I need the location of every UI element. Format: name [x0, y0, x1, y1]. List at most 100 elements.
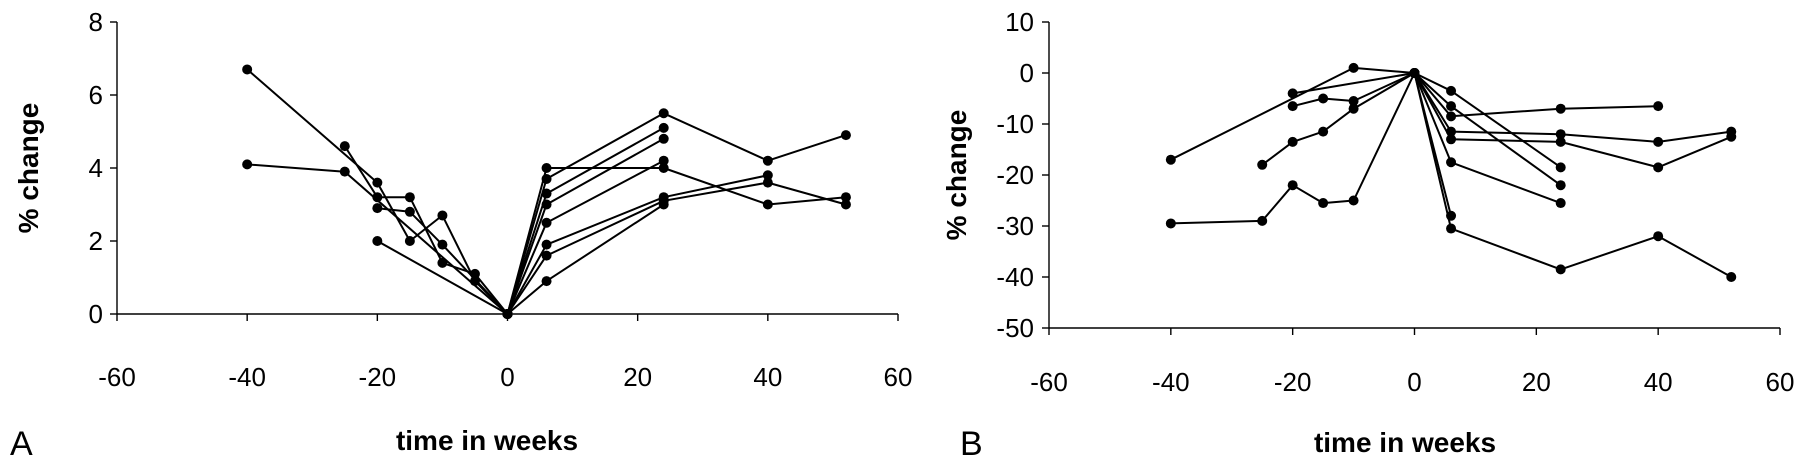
panel-b-series-6-point-2 [1555, 129, 1566, 140]
panel-b-xtick-label-5: 40 [1644, 367, 1673, 397]
panel-b-series-6-point-3 [1653, 136, 1664, 147]
panel-b-series-12-point-4 [1726, 272, 1737, 282]
panel-a-y-axis-title: % change [13, 103, 44, 234]
panel-b-series-7-point-4 [1726, 131, 1737, 142]
panel-a-series-5-point-2 [658, 108, 669, 119]
panel-a-series-11-point-2 [658, 199, 669, 210]
panel-a-label: A [10, 425, 33, 463]
panel-b-series-1-point-2 [1287, 180, 1298, 191]
panel-b-series-3-point-2 [1348, 96, 1359, 107]
panel-b-series-2-point-2 [1318, 126, 1329, 137]
panel-b-xtick-label-4: 20 [1522, 367, 1551, 397]
panel-a-ytick-label-0: 0 [89, 299, 103, 329]
panel-b-series-7-point-2 [1555, 136, 1566, 147]
panel-a-ytick-label-1: 2 [89, 226, 103, 256]
panel-a-xtick-label-5: 40 [753, 362, 782, 392]
panel-a-series-2-point-4 [469, 268, 480, 279]
panel-b-x-axis-title: time in weeks [1314, 427, 1496, 458]
panel-b-xtick-label-2: -20 [1274, 367, 1312, 397]
panel-a-ytick-label-4: 8 [89, 7, 103, 37]
panel-a-series-line-3 [377, 207, 509, 315]
panel-b-ytick-label-5: 0 [1020, 58, 1034, 88]
panel-b-ytick-label-3: -20 [996, 160, 1034, 190]
panel-b-series-12-point-0 [1409, 68, 1420, 78]
panel-a-series-0-point-0 [242, 159, 253, 170]
panel-b-series-12-point-3 [1653, 231, 1664, 242]
panel-b-series-1-point-3 [1318, 198, 1329, 209]
panel-b-series-4-point-0 [1287, 88, 1298, 99]
panel-b-series-7-point-3 [1653, 162, 1664, 173]
panel-a-series-3-point-2 [437, 239, 448, 250]
panel-a-xtick-label-3: 0 [500, 362, 514, 392]
panel-b-series-2-point-0 [1257, 159, 1268, 170]
panel-a-series-5-point-1 [541, 173, 552, 184]
panel-b-series-0-point-1 [1348, 62, 1359, 73]
panel-a-series-1-point-0 [242, 64, 253, 75]
panel-b-series-12-point-2 [1555, 264, 1566, 275]
panel-b-xtick-label-1: -40 [1152, 367, 1190, 397]
panel-a-series-6-point-2 [658, 122, 669, 133]
panel-b: -50 -40 -30 -20 -10 0 10 -60 -40 -20 0 20 40 60 time i… [941, 7, 1794, 463]
panel-a-series-1-point-1 [372, 177, 383, 188]
panel-b-series-9-point-1 [1446, 101, 1457, 112]
panel-a-series-6-point-1 [541, 188, 552, 199]
panel-b-series-5-point-2 [1555, 103, 1566, 114]
panel-a-ytick-label-2: 4 [89, 153, 103, 183]
panel-b-series-5-point-1 [1446, 111, 1457, 122]
panel-a-xtick-label-6: 60 [884, 362, 913, 392]
panel-b-series-line-3 [1292, 72, 1415, 108]
panel-a-x-axis-title: time in weeks [396, 425, 578, 456]
panel-b-xtick-label-6: 60 [1766, 367, 1795, 397]
panel-a-series-line-9 [506, 174, 769, 315]
panel-a-ytick-label-3: 6 [89, 80, 103, 110]
panel-b-series-2-point-1 [1287, 136, 1298, 147]
panel-a-series-3-point-0 [372, 203, 383, 214]
panel-a-series-10-point-4 [840, 199, 851, 210]
panel-a-series-5-point-3 [762, 155, 773, 166]
panel-a-series-0-point-6 [840, 192, 851, 203]
panel-a-xtick-label-4: 20 [623, 362, 652, 392]
panel-a-series-line-4 [376, 240, 508, 315]
panel-a-series-1-point-3 [437, 210, 448, 221]
panel-a-series-7-point-2 [658, 133, 669, 144]
panel-b-series-line-1 [1170, 72, 1416, 225]
panel-b-series-7-point-1 [1446, 134, 1457, 145]
panel-b-series-3-point-0 [1287, 101, 1298, 112]
panel-b-series-3-point-1 [1318, 93, 1329, 104]
panel-a-series-11-point-1 [541, 276, 552, 287]
panel-b-series-12-point-1 [1446, 223, 1457, 234]
panel-b-series-10-point-1 [1446, 157, 1457, 168]
panel-b-series-line-4 [1292, 72, 1415, 95]
panel-b-xtick-label-3: 0 [1407, 367, 1421, 397]
panel-a-series-0-point-4 [658, 163, 669, 173]
panel-b-series-line-5 [1413, 72, 1659, 118]
panel-b-series-5-point-3 [1653, 101, 1664, 112]
panel-a-series-0-point-3 [541, 163, 552, 173]
panel-a-series-8-point-1 [541, 217, 552, 228]
panel-b-ytick-label-0: -50 [996, 313, 1034, 343]
panel-b-xtick-label-0: -60 [1030, 367, 1068, 397]
panel-b-series-1-point-4 [1348, 195, 1359, 206]
panel-a-series-7-point-1 [541, 199, 552, 210]
panel-b-y-axis-title: % change [941, 110, 972, 241]
panel-a: 0 2 4 6 8 -60 -40 -20 0 20 40 60 time in weeks % chan… [10, 7, 912, 463]
panel-b-series-8-point-2 [1555, 162, 1566, 173]
panel-b-ytick-label-6: 10 [1005, 7, 1034, 37]
panel-a-series-0-point-5 [762, 199, 773, 210]
panel-b-series-0-point-0 [1165, 154, 1176, 165]
panel-b-series-line-8 [1414, 72, 1562, 169]
panel-a-series-line-5 [506, 112, 847, 315]
panel-a-xtick-label-2: -20 [359, 362, 397, 392]
panel-b-series-9-point-2 [1555, 180, 1566, 191]
panel-b-label: B [960, 425, 983, 463]
panel-b-ytick-label-4: -10 [996, 109, 1034, 139]
panel-a-series-10-point-1 [541, 250, 552, 261]
panel-a-xtick-label-0: -60 [98, 362, 136, 392]
panel-a-series-5-point-4 [840, 130, 851, 141]
panel-a-series-line-2 [343, 145, 509, 315]
panel-b-ytick-label-2: -30 [996, 211, 1034, 241]
panel-a-series-2-point-2 [404, 192, 415, 203]
panel-a-series-4-point-0 [372, 236, 383, 246]
panel-a-xtick-label-1: -40 [228, 362, 266, 392]
panel-b-series-2-point-3 [1348, 103, 1359, 114]
